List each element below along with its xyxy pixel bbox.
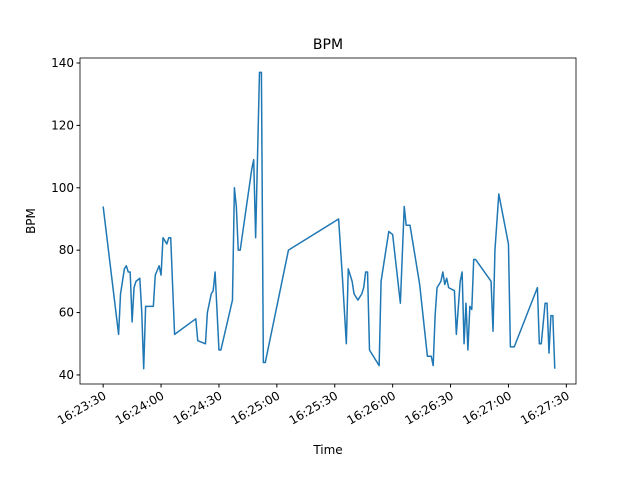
data-line xyxy=(102,71,556,370)
y-tick-label: 140 xyxy=(51,56,74,70)
y-tick-label: 80 xyxy=(59,243,74,257)
y-axis-label: BPM xyxy=(24,208,38,234)
chart-title: BPM xyxy=(313,37,343,53)
y-tick-label: 120 xyxy=(51,118,74,132)
y-tick-label: 100 xyxy=(51,181,74,195)
y-tick-label: 40 xyxy=(59,368,74,382)
axes-frame xyxy=(79,57,577,385)
x-axis-label: Time xyxy=(312,443,342,457)
y-tick-label: 60 xyxy=(59,306,74,320)
